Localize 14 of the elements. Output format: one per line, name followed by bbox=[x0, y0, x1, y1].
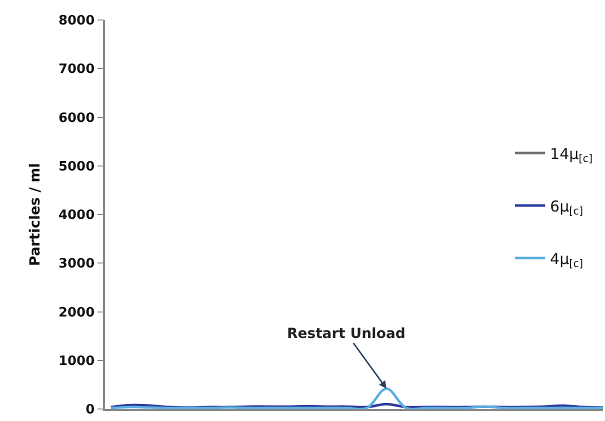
y-tick-label: 7000 bbox=[58, 62, 95, 78]
y-tick-label: 6000 bbox=[58, 110, 95, 126]
y-tick-label: 8000 bbox=[58, 14, 95, 29]
y-tick-label: 4000 bbox=[58, 208, 95, 224]
legend-label: 14μ$_{[c]}$ bbox=[550, 144, 593, 165]
legend-label: 4μ$_{[c]}$ bbox=[550, 250, 584, 270]
y-tick-label: 3000 bbox=[58, 256, 95, 272]
y-tick-label: 2000 bbox=[58, 305, 95, 320]
y-tick-label: 0 bbox=[86, 402, 95, 418]
y-axis-title: Particles / ml bbox=[28, 163, 44, 266]
y-tick-label: 5000 bbox=[58, 159, 95, 174]
y-tick-label: 1000 bbox=[58, 354, 95, 369]
legend-label: 6μ$_{[c]}$ bbox=[550, 197, 584, 218]
annotation: Restart Unload bbox=[287, 326, 406, 342]
